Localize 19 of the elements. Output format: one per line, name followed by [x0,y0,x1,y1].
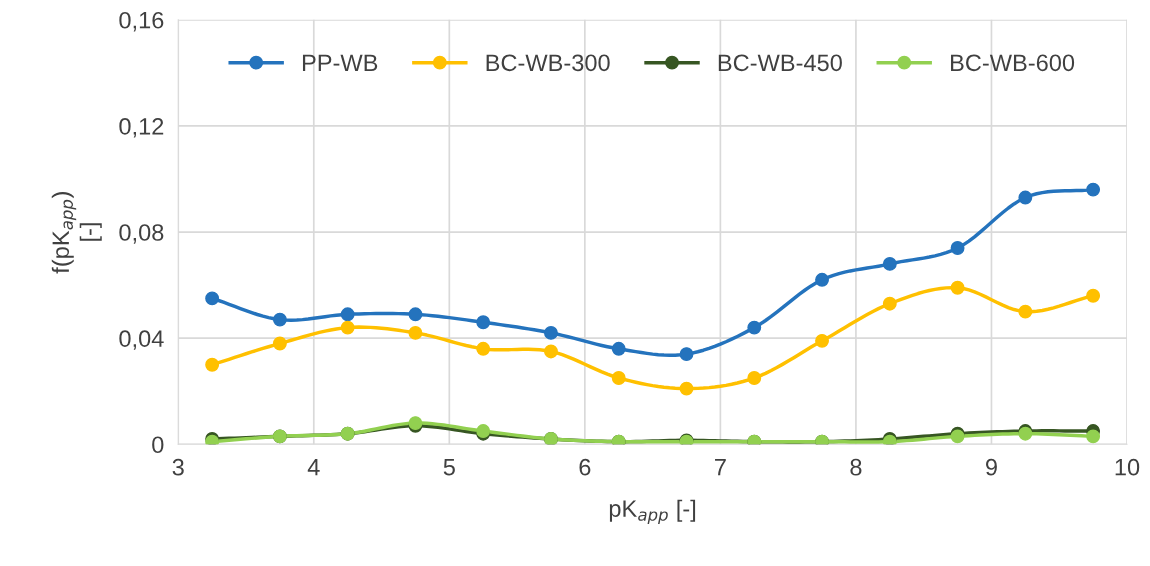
x-axis-title: pK$_{app}$ [-] [609,499,696,525]
x-tick-label: 7 [715,459,726,476]
legend-label: BC-WB-450 [718,54,842,72]
y-axis-title: f(pK$_{app}$) [-] [51,192,102,274]
y-tick-label: 0,12 [119,118,164,138]
y-tick-label: 0,16 [119,11,164,32]
x-tick-label: 10 [1115,458,1140,476]
y-tick-label: 0 [152,436,164,454]
y-tick-label: 0,08 [119,224,164,244]
legend-label: BC-WB-300 [486,54,610,72]
x-tick-label: 3 [172,458,184,476]
x-tick-label: 4 [307,459,320,476]
y-tick-label: 0,04 [119,330,164,350]
x-tick-label: 8 [850,458,862,476]
legend-label: PP-WB [302,54,378,71]
x-tick-label: 5 [443,459,455,476]
x-tick-label: 9 [986,458,997,476]
x-tick-label: 6 [579,458,591,476]
legend-label: BC-WB-600 [951,54,1075,72]
